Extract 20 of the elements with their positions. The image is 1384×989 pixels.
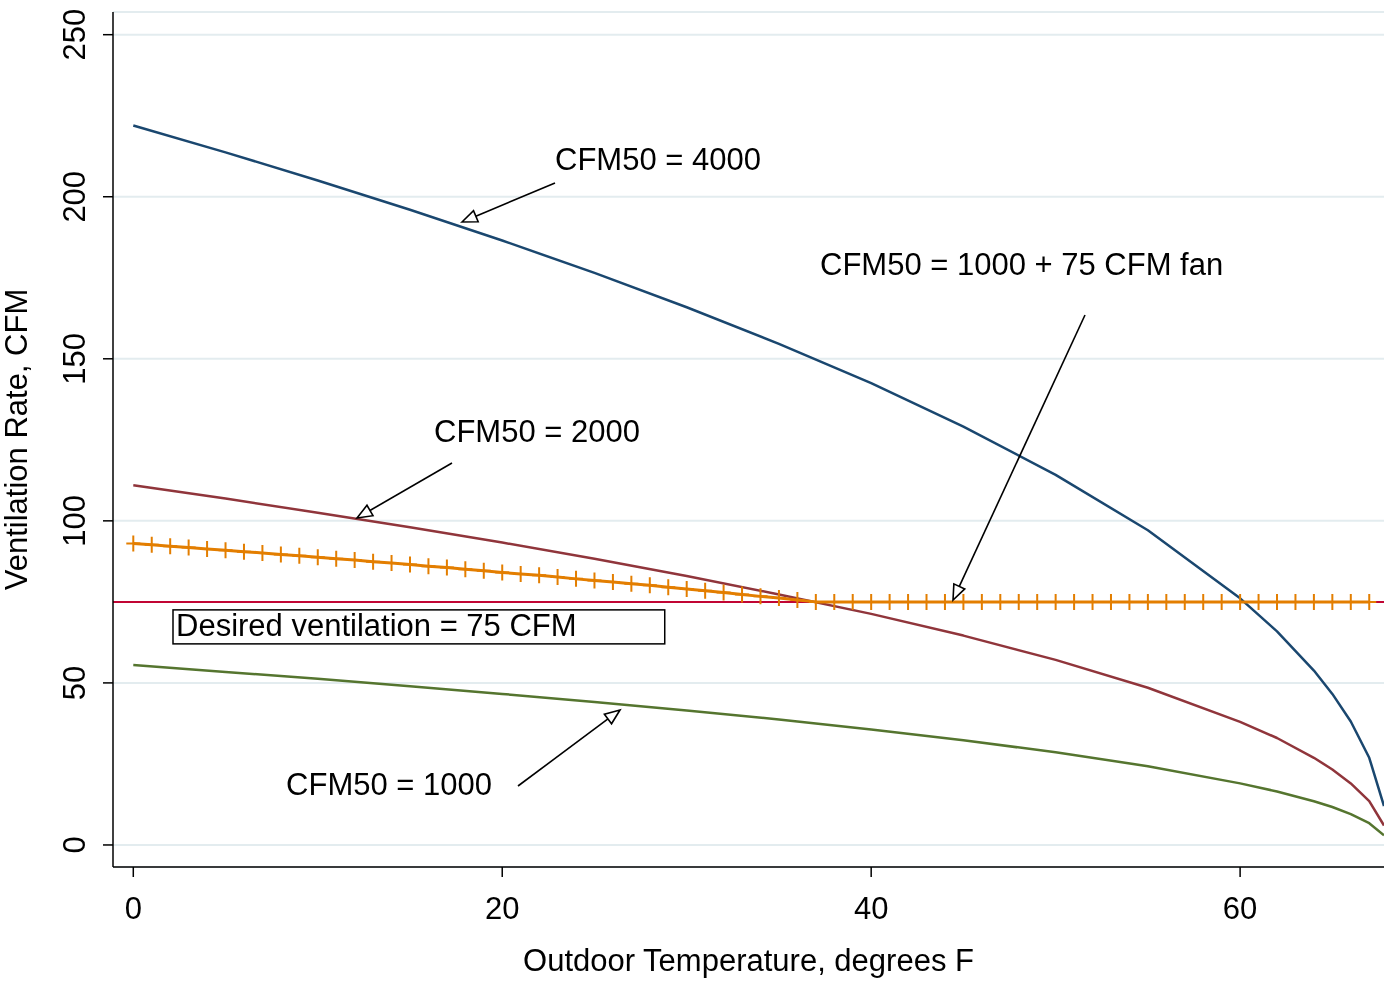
annotation: CFM50 = 2000 [434, 414, 640, 450]
line-series [132, 124, 1384, 808]
annotation: CFM50 = 1000 [286, 767, 492, 803]
y-tick-label: 0 [57, 836, 92, 854]
y-axis-title: Ventilation Rate, CFM [0, 288, 35, 591]
x-tick-label: 60 [1222, 891, 1258, 926]
ref-line-label: Desired ventilation = 75 CFM [176, 608, 577, 644]
y-tick-label: 250 [57, 8, 92, 61]
line-series [132, 663, 1384, 837]
y-tick-label: 50 [57, 665, 92, 701]
annotation: CFM50 = 4000 [555, 142, 761, 178]
y-tick-label: 100 [57, 494, 92, 547]
y-tick-label: 200 [57, 170, 92, 223]
x-tick-label: 40 [853, 891, 889, 926]
x-axis-title: Outdoor Temperature, degrees F [523, 943, 974, 978]
y-tick-label: 150 [57, 332, 92, 385]
x-tick-label: 0 [124, 891, 142, 926]
annotation: CFM50 = 1000 + 75 CFM fan [820, 247, 1224, 283]
x-tick-label: 20 [484, 891, 520, 926]
line-series [132, 483, 1384, 827]
